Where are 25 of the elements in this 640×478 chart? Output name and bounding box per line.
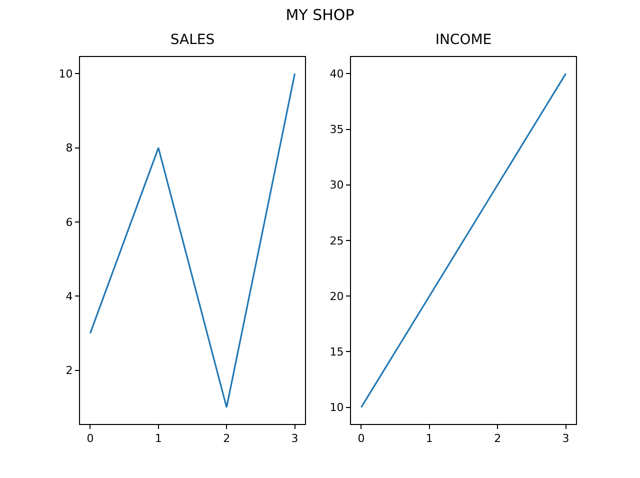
x-tick-label: 1 xyxy=(154,432,162,446)
y-tick-label: 10 xyxy=(58,68,73,81)
y-tick-label: 40 xyxy=(330,68,344,81)
y-tick-label: 20 xyxy=(330,290,344,303)
y-tick-label: 6 xyxy=(66,216,73,229)
x-tick-label: 3 xyxy=(291,432,298,446)
x-tick-label: 0 xyxy=(358,432,365,446)
y-tick-label: 25 xyxy=(330,234,344,248)
x-tick-label: 3 xyxy=(562,432,570,446)
y-tick-label: 2 xyxy=(66,364,73,378)
y-tick-label: 30 xyxy=(330,178,344,192)
y-tick-label: 4 xyxy=(66,290,73,303)
line-series xyxy=(89,72,296,408)
x-tick-label: 1 xyxy=(426,432,433,446)
text: MY SHOP xyxy=(284,6,356,24)
y-tick-label: 8 xyxy=(66,142,73,155)
chart-title: SALES xyxy=(170,32,215,48)
y-tick-label: 35 xyxy=(330,123,344,136)
line-series xyxy=(360,72,567,408)
x-tick-label: 2 xyxy=(494,432,502,446)
x-tick-label: 0 xyxy=(86,432,94,446)
y-tick-label: 15 xyxy=(330,346,344,359)
y-tick-label: 10 xyxy=(330,401,344,414)
x-tick-label: 2 xyxy=(223,432,230,446)
chart-title: INCOME xyxy=(435,32,492,48)
